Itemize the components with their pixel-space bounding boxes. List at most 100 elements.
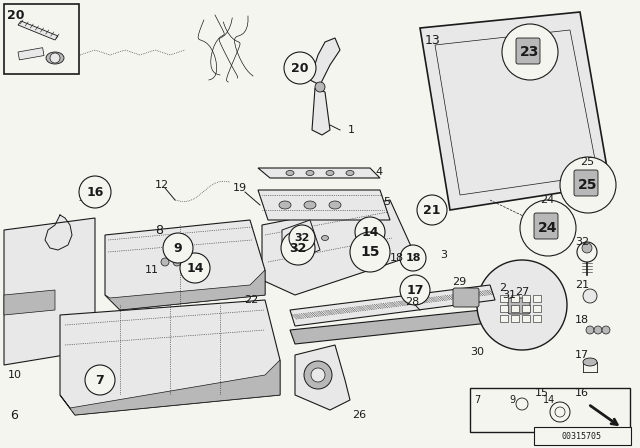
Circle shape [185, 258, 193, 266]
Circle shape [477, 260, 567, 350]
Text: 1: 1 [348, 125, 355, 135]
Circle shape [315, 82, 325, 92]
Ellipse shape [381, 247, 388, 253]
Text: 16: 16 [575, 388, 589, 398]
Bar [511, 315, 519, 322]
Text: 3: 3 [440, 250, 447, 260]
FancyBboxPatch shape [534, 427, 631, 445]
Ellipse shape [306, 171, 314, 176]
Circle shape [577, 242, 597, 262]
Polygon shape [60, 360, 280, 415]
FancyBboxPatch shape [153, 248, 202, 277]
FancyBboxPatch shape [453, 288, 479, 307]
FancyBboxPatch shape [534, 213, 558, 239]
Text: 30: 30 [470, 347, 484, 357]
Text: 25: 25 [580, 157, 594, 167]
Bar [500, 315, 508, 322]
FancyBboxPatch shape [508, 298, 530, 314]
Text: 9: 9 [509, 395, 515, 405]
Text: 18: 18 [405, 253, 420, 263]
Text: 18: 18 [390, 253, 404, 263]
Circle shape [550, 402, 570, 422]
Ellipse shape [279, 201, 291, 209]
Ellipse shape [46, 52, 64, 64]
Text: 11: 11 [145, 265, 159, 275]
Polygon shape [60, 300, 280, 415]
Text: 32: 32 [575, 237, 589, 247]
Circle shape [163, 233, 193, 263]
Ellipse shape [583, 358, 597, 366]
Polygon shape [45, 215, 72, 250]
Ellipse shape [304, 201, 316, 209]
Text: 7: 7 [95, 374, 104, 387]
Circle shape [502, 24, 558, 80]
Circle shape [560, 157, 616, 213]
Text: 20: 20 [7, 9, 24, 22]
Text: 24: 24 [538, 221, 557, 235]
Text: 22: 22 [244, 295, 259, 305]
Text: 17: 17 [406, 284, 424, 297]
Circle shape [594, 326, 602, 334]
Polygon shape [310, 38, 340, 85]
Circle shape [350, 232, 390, 272]
Circle shape [355, 217, 385, 247]
Text: 20: 20 [291, 61, 308, 74]
Polygon shape [18, 21, 58, 40]
Polygon shape [435, 30, 598, 195]
Text: 23: 23 [520, 45, 540, 59]
Text: 29: 29 [452, 277, 467, 287]
Text: 14: 14 [186, 262, 204, 275]
Circle shape [586, 326, 594, 334]
Circle shape [543, 395, 553, 405]
Circle shape [578, 393, 602, 417]
Circle shape [555, 407, 565, 417]
Ellipse shape [326, 171, 334, 176]
Circle shape [602, 326, 610, 334]
Bar [522, 295, 530, 302]
Text: 31: 31 [502, 290, 516, 300]
Text: 8: 8 [155, 224, 163, 237]
Text: 18: 18 [575, 315, 589, 325]
Polygon shape [258, 190, 390, 220]
Ellipse shape [346, 171, 354, 176]
Circle shape [417, 195, 447, 225]
Polygon shape [420, 12, 610, 210]
Bar [470, 388, 630, 432]
Polygon shape [295, 345, 350, 410]
Text: 5: 5 [383, 197, 390, 207]
Circle shape [516, 398, 528, 410]
Text: 13: 13 [425, 34, 441, 47]
Bar [511, 305, 519, 312]
Text: 21: 21 [575, 280, 589, 290]
Circle shape [583, 289, 597, 303]
Text: 12: 12 [155, 180, 169, 190]
Ellipse shape [321, 236, 328, 241]
Text: 9: 9 [173, 241, 182, 254]
Text: 25: 25 [579, 178, 598, 192]
Text: 4: 4 [375, 167, 382, 177]
Text: 32: 32 [294, 233, 310, 243]
Bar [522, 315, 530, 322]
Circle shape [79, 176, 111, 208]
Circle shape [180, 253, 210, 283]
Circle shape [85, 365, 115, 395]
Text: 28: 28 [405, 297, 419, 307]
Text: 27: 27 [515, 287, 529, 297]
FancyBboxPatch shape [574, 170, 598, 196]
Text: 7: 7 [474, 395, 480, 405]
Circle shape [400, 275, 430, 305]
Circle shape [520, 200, 576, 256]
Bar [4, 4, 79, 74]
Polygon shape [105, 270, 265, 310]
Bar [500, 295, 508, 302]
Circle shape [304, 361, 332, 389]
Polygon shape [290, 285, 495, 326]
Polygon shape [282, 220, 320, 258]
Circle shape [173, 258, 181, 266]
Ellipse shape [329, 201, 341, 209]
Bar [522, 305, 530, 312]
Ellipse shape [287, 242, 294, 247]
Polygon shape [4, 218, 95, 365]
FancyBboxPatch shape [516, 38, 540, 64]
Bar [533, 315, 541, 322]
